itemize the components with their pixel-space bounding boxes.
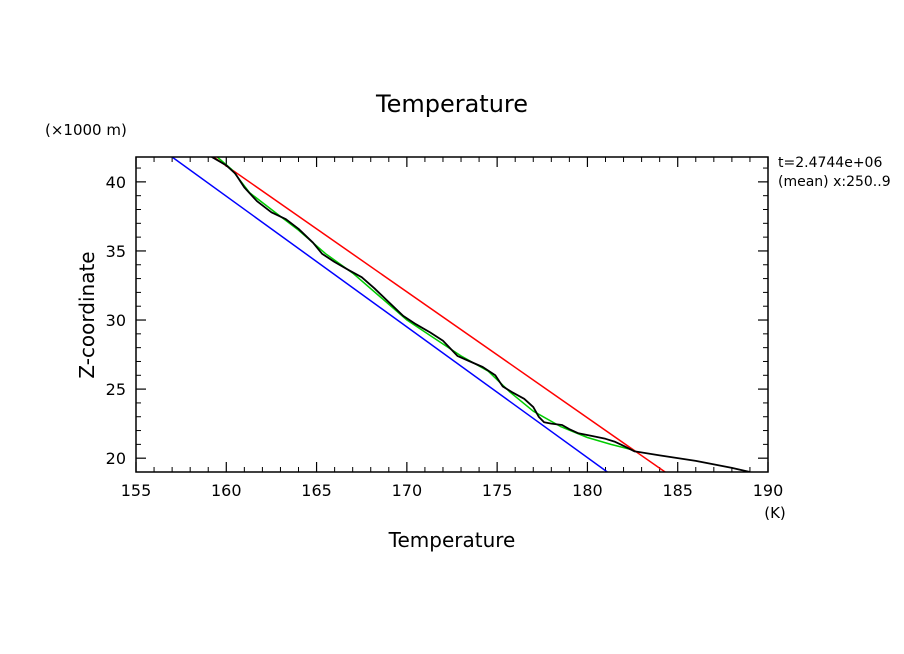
y-tick-label: 40 [106, 173, 126, 192]
y-tick-label: 30 [106, 311, 126, 330]
series-line-green-smoothed-profile [216, 157, 633, 451]
y-axis-unit: (×1000 m) [45, 121, 127, 139]
annotation-mean: (mean) x:250..9 [778, 174, 891, 190]
x-tick-label: 165 [301, 481, 332, 500]
x-tick-label: 190 [753, 481, 784, 500]
series-line-black-profile [211, 157, 751, 472]
x-tick-label: 180 [572, 481, 603, 500]
x-axis-label: Temperature [388, 528, 516, 552]
y-tick-label: 25 [106, 380, 126, 399]
plot-frame [135, 156, 769, 473]
x-tick-label: 170 [392, 481, 423, 500]
x-tick-label: 155 [121, 481, 152, 500]
axis-ticks: 155 160 165 170 175 180 185 190 20 25 30 35 40 [106, 157, 784, 500]
y-axis-label: Z-coordinate [75, 251, 99, 378]
series-line-blue-reference [171, 157, 608, 472]
x-axis-unit: (K) [764, 504, 786, 522]
series-group [171, 157, 751, 472]
chart-title: Temperature [375, 90, 528, 118]
series-line-red-reference [213, 157, 666, 472]
y-tick-label: 35 [106, 242, 126, 261]
x-tick-label: 185 [662, 481, 693, 500]
x-tick-label: 160 [211, 481, 242, 500]
annotation-time: t=2.4744e+06 [778, 155, 882, 171]
y-tick-label: 20 [106, 449, 126, 468]
x-tick-label: 175 [482, 481, 513, 500]
